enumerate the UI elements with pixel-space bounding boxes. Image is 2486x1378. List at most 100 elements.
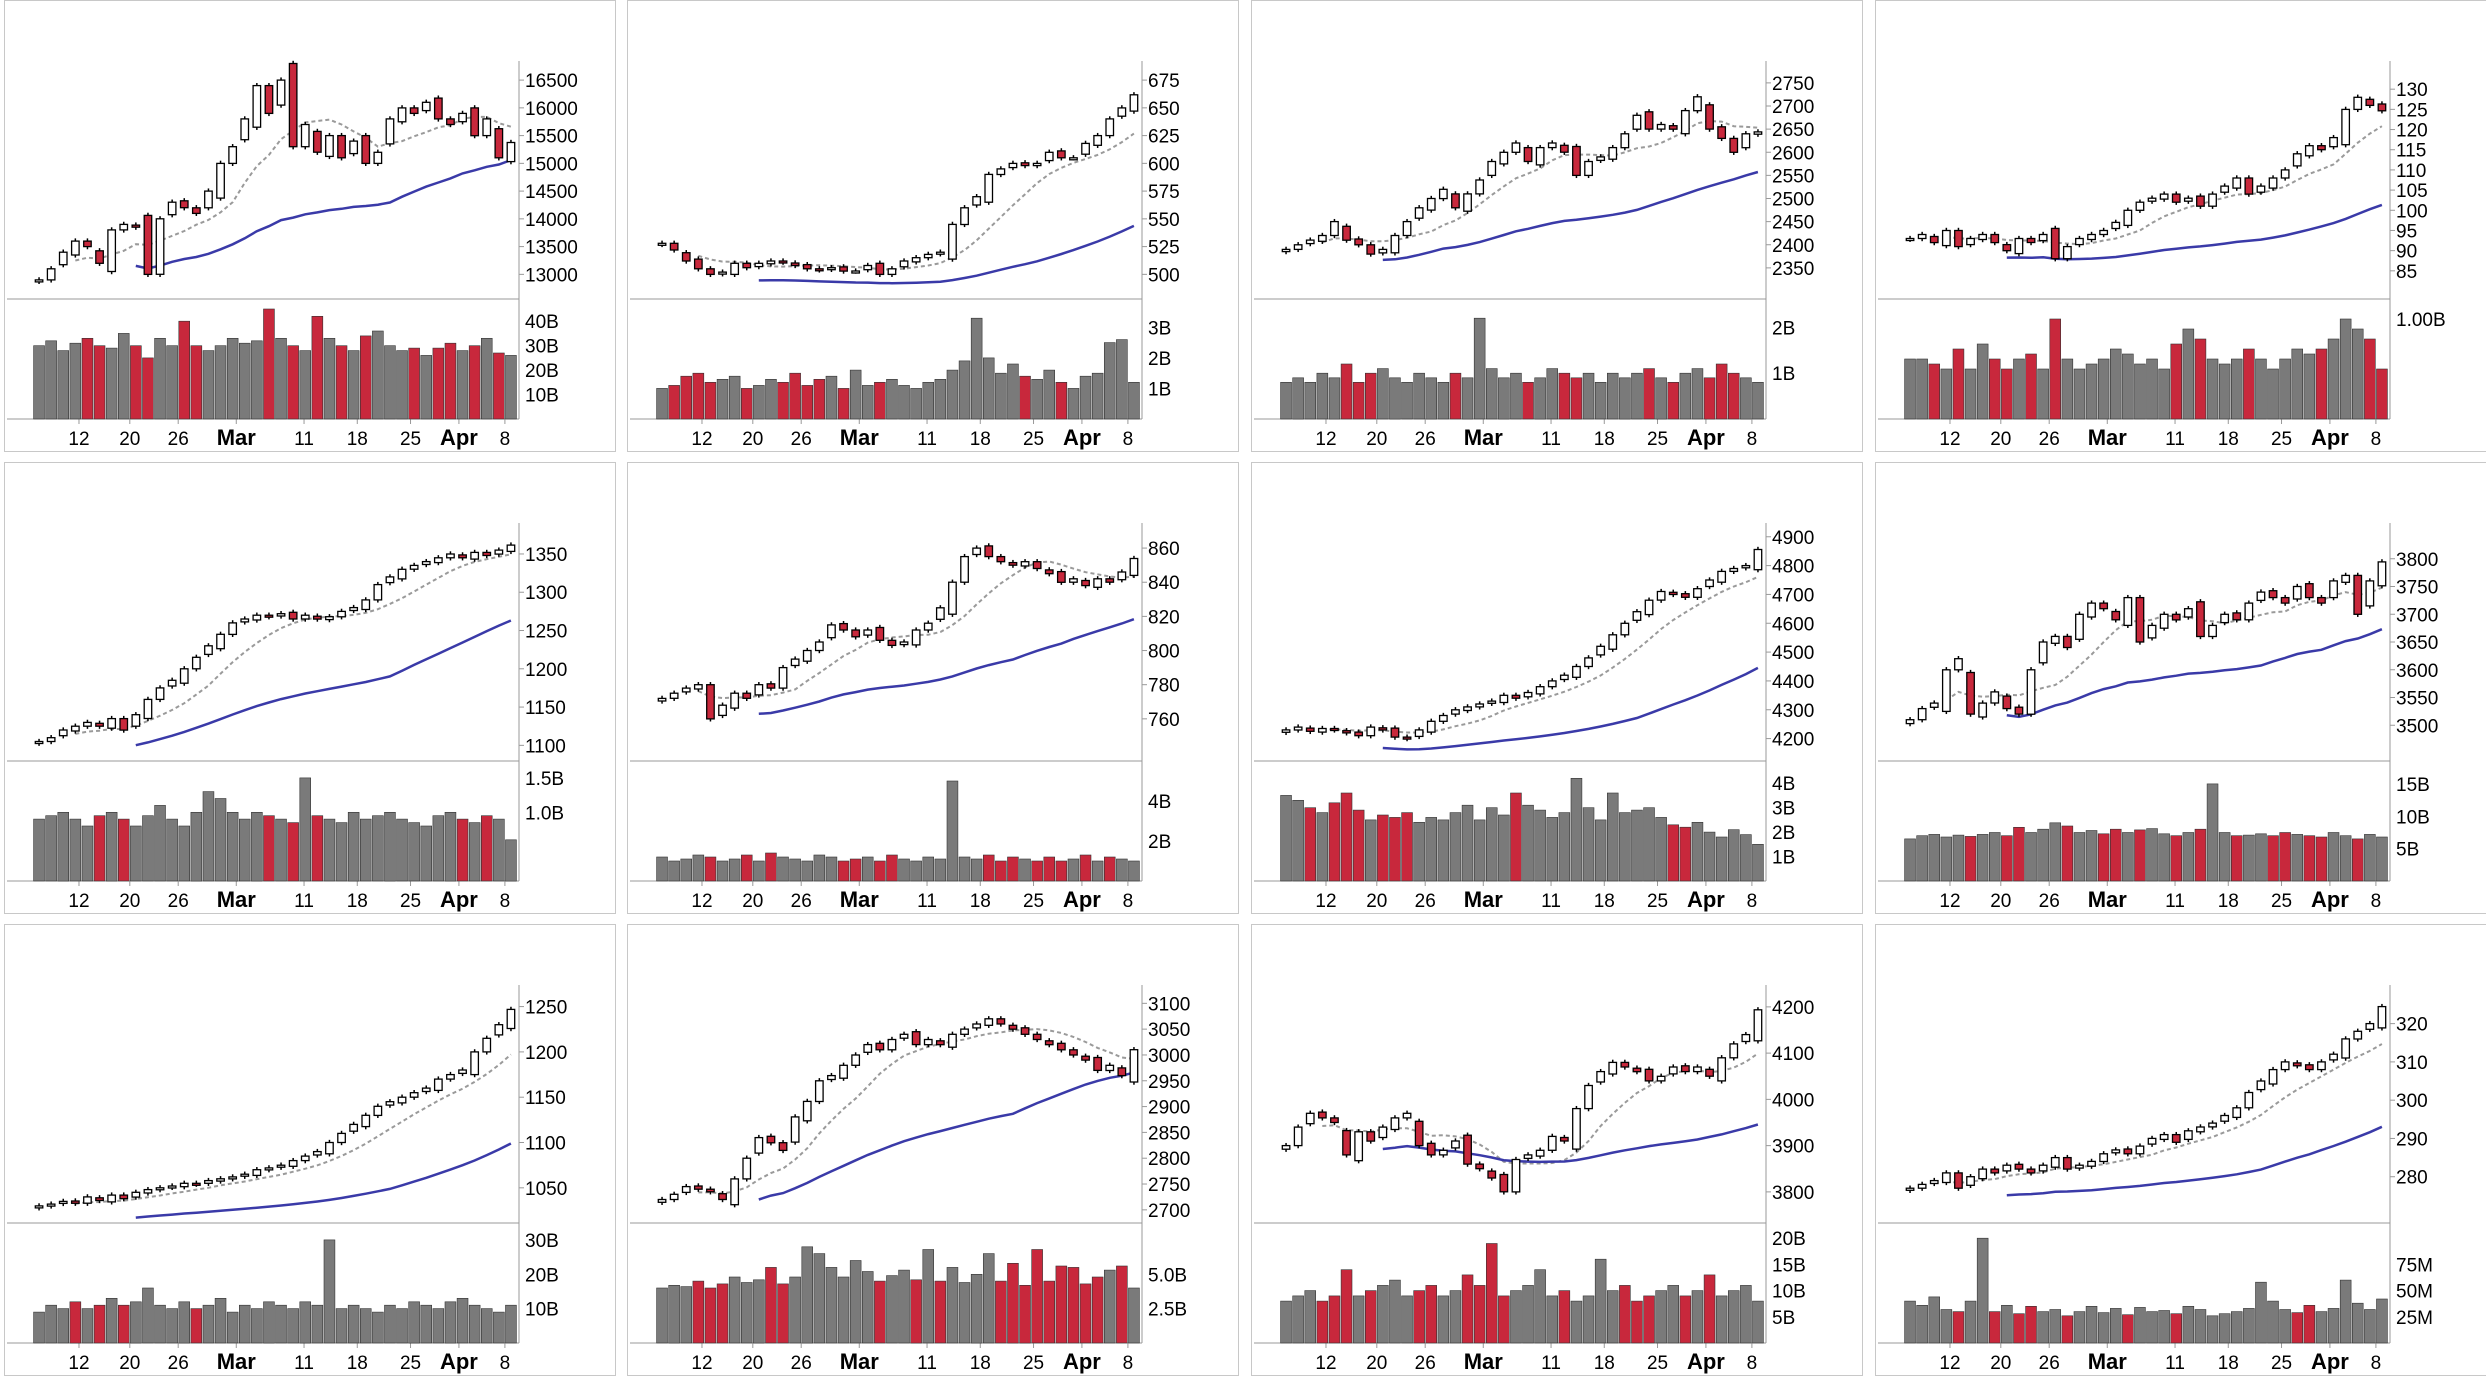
x-tick-label: 11	[1541, 891, 1561, 912]
volume-bar	[1365, 1290, 1377, 1344]
candle	[2341, 1036, 2351, 1061]
candle-body	[1390, 727, 1400, 738]
volume-bar	[1952, 348, 1965, 420]
volume-bar	[2061, 825, 2074, 882]
candle-body	[1608, 146, 1618, 160]
volume-bar	[263, 1301, 275, 1344]
volume-bar	[335, 822, 348, 882]
volume-bar	[1740, 1285, 1752, 1344]
candle	[1451, 1138, 1460, 1151]
volume-bar	[862, 1271, 874, 1344]
candle-body	[397, 568, 407, 580]
volume-bar	[33, 345, 45, 420]
candle-body	[1929, 235, 1939, 244]
candle-body	[1620, 133, 1630, 149]
candle-body	[2135, 596, 2145, 643]
candle	[1378, 725, 1388, 733]
candle-body	[814, 641, 824, 652]
chart-panel-djusnf: 675 650 625 600 575 550 525 500 3B 2B 1B 12 20 26 Mar 1…	[627, 0, 1239, 452]
candle	[506, 139, 516, 165]
candle	[1414, 205, 1424, 221]
candle	[1451, 707, 1460, 717]
volume-bar	[154, 337, 166, 420]
candle-body	[312, 615, 322, 620]
volume-bar	[1365, 819, 1377, 882]
price-tick-label: 115	[2396, 141, 2426, 162]
candle	[397, 105, 407, 125]
x-tick-label: 11	[2165, 429, 2185, 450]
volume-bar	[1989, 1311, 2001, 1344]
candle	[83, 1194, 92, 1206]
x-tick-label: 26	[2039, 891, 2060, 912]
x-tick-label: 11	[294, 891, 314, 912]
candle	[1644, 109, 1654, 132]
volume-bar	[1389, 377, 1401, 420]
candle	[706, 266, 715, 278]
volume-tick-label: 1.5B	[525, 769, 564, 790]
candle-body	[204, 190, 213, 209]
candle-body	[337, 1132, 346, 1144]
candle-body	[46, 737, 56, 743]
volume-bar	[202, 791, 215, 882]
candle	[1366, 1129, 1376, 1144]
price-tick-label: 2850	[1148, 1123, 1190, 1144]
volume-bar	[1727, 1290, 1740, 1344]
candle	[2123, 1146, 2133, 1157]
volume-bar	[57, 811, 69, 882]
candle	[875, 260, 885, 278]
candle	[83, 719, 92, 729]
candle	[2329, 1051, 2338, 1063]
x-tick-label: 20	[1990, 429, 2011, 450]
price-tick-label: 760	[1148, 710, 1180, 731]
candle-body	[2244, 1091, 2254, 1109]
x-tick-label: 8	[1123, 1353, 1134, 1374]
candle	[802, 1098, 812, 1124]
candle	[179, 1180, 189, 1190]
candle-body	[2111, 1149, 2121, 1154]
candle-body	[2268, 1068, 2278, 1085]
price-tick-label: 2500	[1772, 190, 1814, 211]
candle-body	[1081, 142, 1090, 155]
candle	[2341, 572, 2351, 586]
candle	[1954, 1170, 1963, 1191]
volume-bar	[142, 357, 154, 420]
candle	[2087, 1158, 2096, 1169]
candle	[2038, 1162, 2048, 1174]
price-tick-label: 4200	[1772, 730, 1814, 751]
candle-body	[1032, 162, 1042, 167]
volume-bar	[1116, 339, 1128, 420]
price-tick-label: 650	[1148, 99, 1180, 120]
volume-bar	[2291, 348, 2303, 420]
short-moving-average-line	[1322, 1052, 1759, 1165]
price-tick-label: 1150	[525, 698, 566, 719]
candle	[470, 549, 480, 562]
candle-body	[1069, 1049, 1078, 1056]
volume-bar	[1498, 377, 1510, 420]
volume-bar	[1292, 377, 1304, 420]
candle-body	[923, 1038, 933, 1046]
candle	[1129, 555, 1139, 579]
candle	[482, 116, 492, 139]
volume-bar	[1304, 807, 1316, 882]
x-tick-label: 25	[2271, 891, 2292, 912]
candle-body	[2171, 1133, 2181, 1143]
volume-bar	[226, 337, 239, 420]
candle-body	[1596, 1070, 1606, 1083]
volume-bar	[2291, 1312, 2303, 1344]
volume-bar	[728, 375, 741, 420]
volume-tick-label: 10B	[525, 1300, 559, 1321]
volume-bar	[1116, 858, 1128, 882]
volume-bar	[408, 347, 420, 420]
volume-bar	[2158, 1310, 2170, 1344]
candle	[1105, 116, 1115, 139]
candle-body	[681, 1185, 691, 1194]
x-tick-label: 18	[1594, 1353, 1615, 1374]
candle-body	[1547, 142, 1557, 149]
candle	[167, 1183, 177, 1191]
candle-body	[730, 1178, 740, 1206]
candle-body	[107, 717, 117, 729]
volume-bar	[2025, 1305, 2037, 1344]
volume-bar	[2339, 835, 2352, 882]
candle-body	[83, 721, 92, 727]
